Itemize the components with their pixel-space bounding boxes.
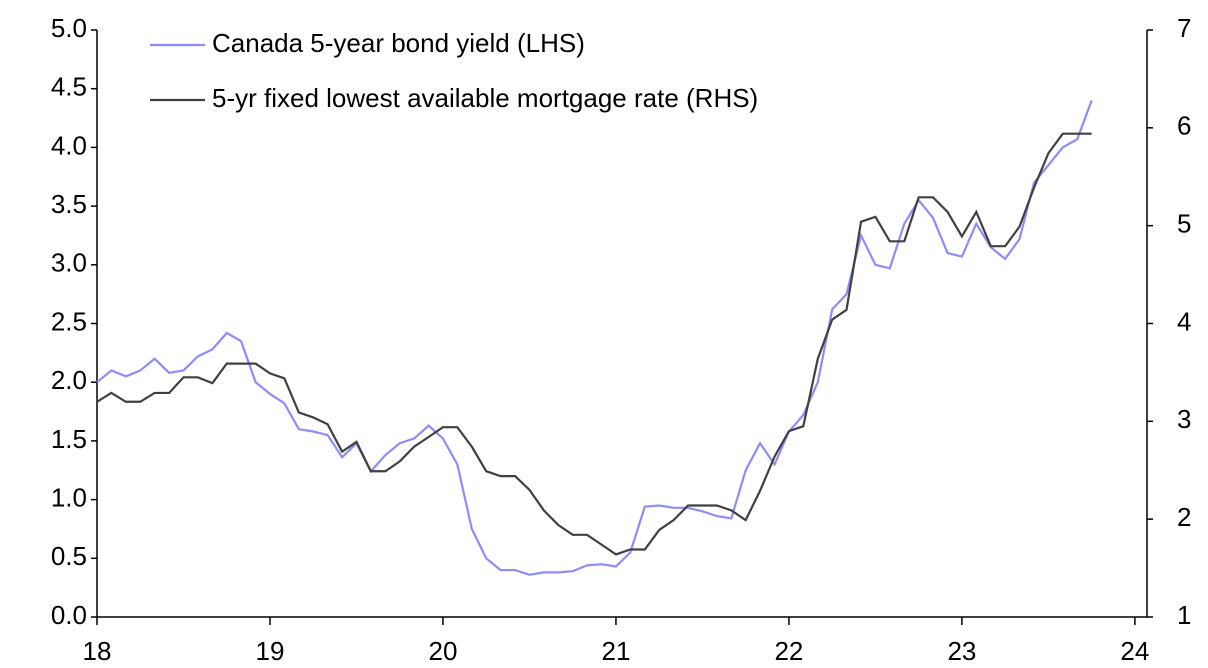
x-tick-label: 18 (83, 636, 112, 666)
x-tick-label: 22 (774, 636, 803, 666)
y-tick-label: 3.0 (51, 248, 87, 278)
x-tick-label: 23 (947, 636, 976, 666)
legend-label: 5-yr fixed lowest available mortgage rat… (212, 83, 758, 113)
x-tick-label: 24 (1120, 636, 1149, 666)
y2-tick-label: 3 (1177, 404, 1191, 434)
y-tick-label: 1.0 (51, 482, 87, 512)
x-tick-label: 21 (601, 636, 630, 666)
y-tick-label: 2.5 (51, 306, 87, 336)
y-tick-label: 1.5 (51, 424, 87, 454)
series-line (96, 132, 1092, 556)
y-tick-label: 5.0 (51, 13, 87, 43)
legend-label: Canada 5-year bond yield (LHS) (212, 28, 585, 58)
x-tick-label: 20 (429, 636, 458, 666)
y2-tick-label: 7 (1177, 13, 1191, 43)
y-tick-label: 4.5 (51, 72, 87, 102)
y2-tick-label: 5 (1177, 209, 1191, 239)
series-line (96, 100, 1093, 576)
y2-tick-label: 2 (1177, 502, 1191, 532)
y2-tick-label: 6 (1177, 111, 1191, 141)
y-tick-label: 0.0 (51, 600, 87, 630)
x-tick-label: 19 (256, 636, 285, 666)
y-tick-label: 4.0 (51, 130, 87, 160)
y2-tick-label: 4 (1177, 306, 1191, 336)
y-tick-label: 0.5 (51, 541, 87, 571)
y-tick-label: 3.5 (51, 189, 87, 219)
y2-tick-label: 1 (1177, 600, 1191, 630)
y-tick-label: 2.0 (51, 365, 87, 395)
